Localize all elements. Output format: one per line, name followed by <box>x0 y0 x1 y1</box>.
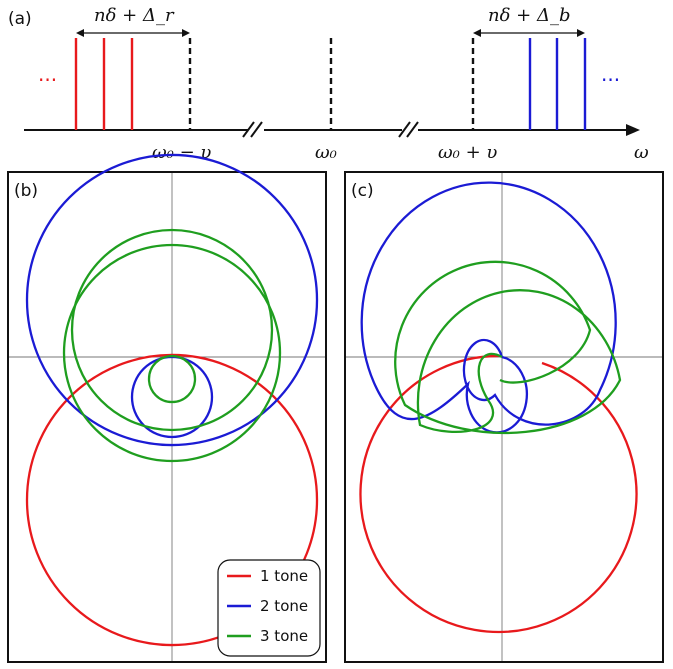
curve-3-tone-loop <box>70 228 274 432</box>
bracket-right: nδ + Δ_b <box>473 5 585 37</box>
legend-label: 1 tone <box>260 567 308 585</box>
panel-b-curves <box>25 153 319 647</box>
legend: 1 tone 2 tone 3 tone <box>217 559 321 657</box>
reference-lines <box>188 38 475 130</box>
curve-3-tone-inner <box>147 354 197 404</box>
panel-b: (b) 1 tone 2 tone 3 tone <box>7 153 327 663</box>
legend-box <box>217 559 321 657</box>
axis-break-right <box>398 121 419 138</box>
bracket-left-label: nδ + Δ_r <box>94 5 175 26</box>
tick-label-lower: ω₀ − υ <box>152 142 211 163</box>
blue-sidebands <box>528 38 587 130</box>
red-sidebands <box>74 38 134 130</box>
blue-ellipsis: ··· <box>601 68 620 92</box>
panel-c: (c) <box>344 171 664 663</box>
panel-a-label: (a) <box>8 9 32 29</box>
legend-item-2: 2 tone <box>227 597 308 615</box>
legend-label: 2 tone <box>260 597 308 615</box>
bracket-left: nδ + Δ_r <box>76 5 190 37</box>
tick-label-upper: ω₀ + υ <box>438 142 497 163</box>
legend-item-3: 3 tone <box>227 627 308 645</box>
legend-label: 3 tone <box>260 627 308 645</box>
axis-label-omega: ω <box>634 142 649 163</box>
legend-item-1: 1 tone <box>227 567 308 585</box>
curve-2-tone-inner <box>130 355 214 439</box>
curve-1-tone <box>25 353 319 647</box>
tick-label-center: ω₀ <box>315 142 337 163</box>
bracket-right-label: nδ + Δ_b <box>488 5 570 26</box>
panel-b-label: (b) <box>14 181 38 201</box>
axis-arrowhead-icon <box>626 124 640 136</box>
panel-a: (a) ··· ··· <box>8 5 649 163</box>
panel-c-frame <box>344 171 664 663</box>
curve-1-tone-open <box>359 354 638 634</box>
curve-2-tone <box>25 153 319 447</box>
axis-break-left <box>242 121 263 138</box>
red-ellipsis: ··· <box>38 68 57 92</box>
panel-c-label: (c) <box>351 181 374 201</box>
panel-c-curves <box>359 181 638 634</box>
curve-3-tone <box>394 260 622 435</box>
curve-3-tone <box>62 243 282 463</box>
